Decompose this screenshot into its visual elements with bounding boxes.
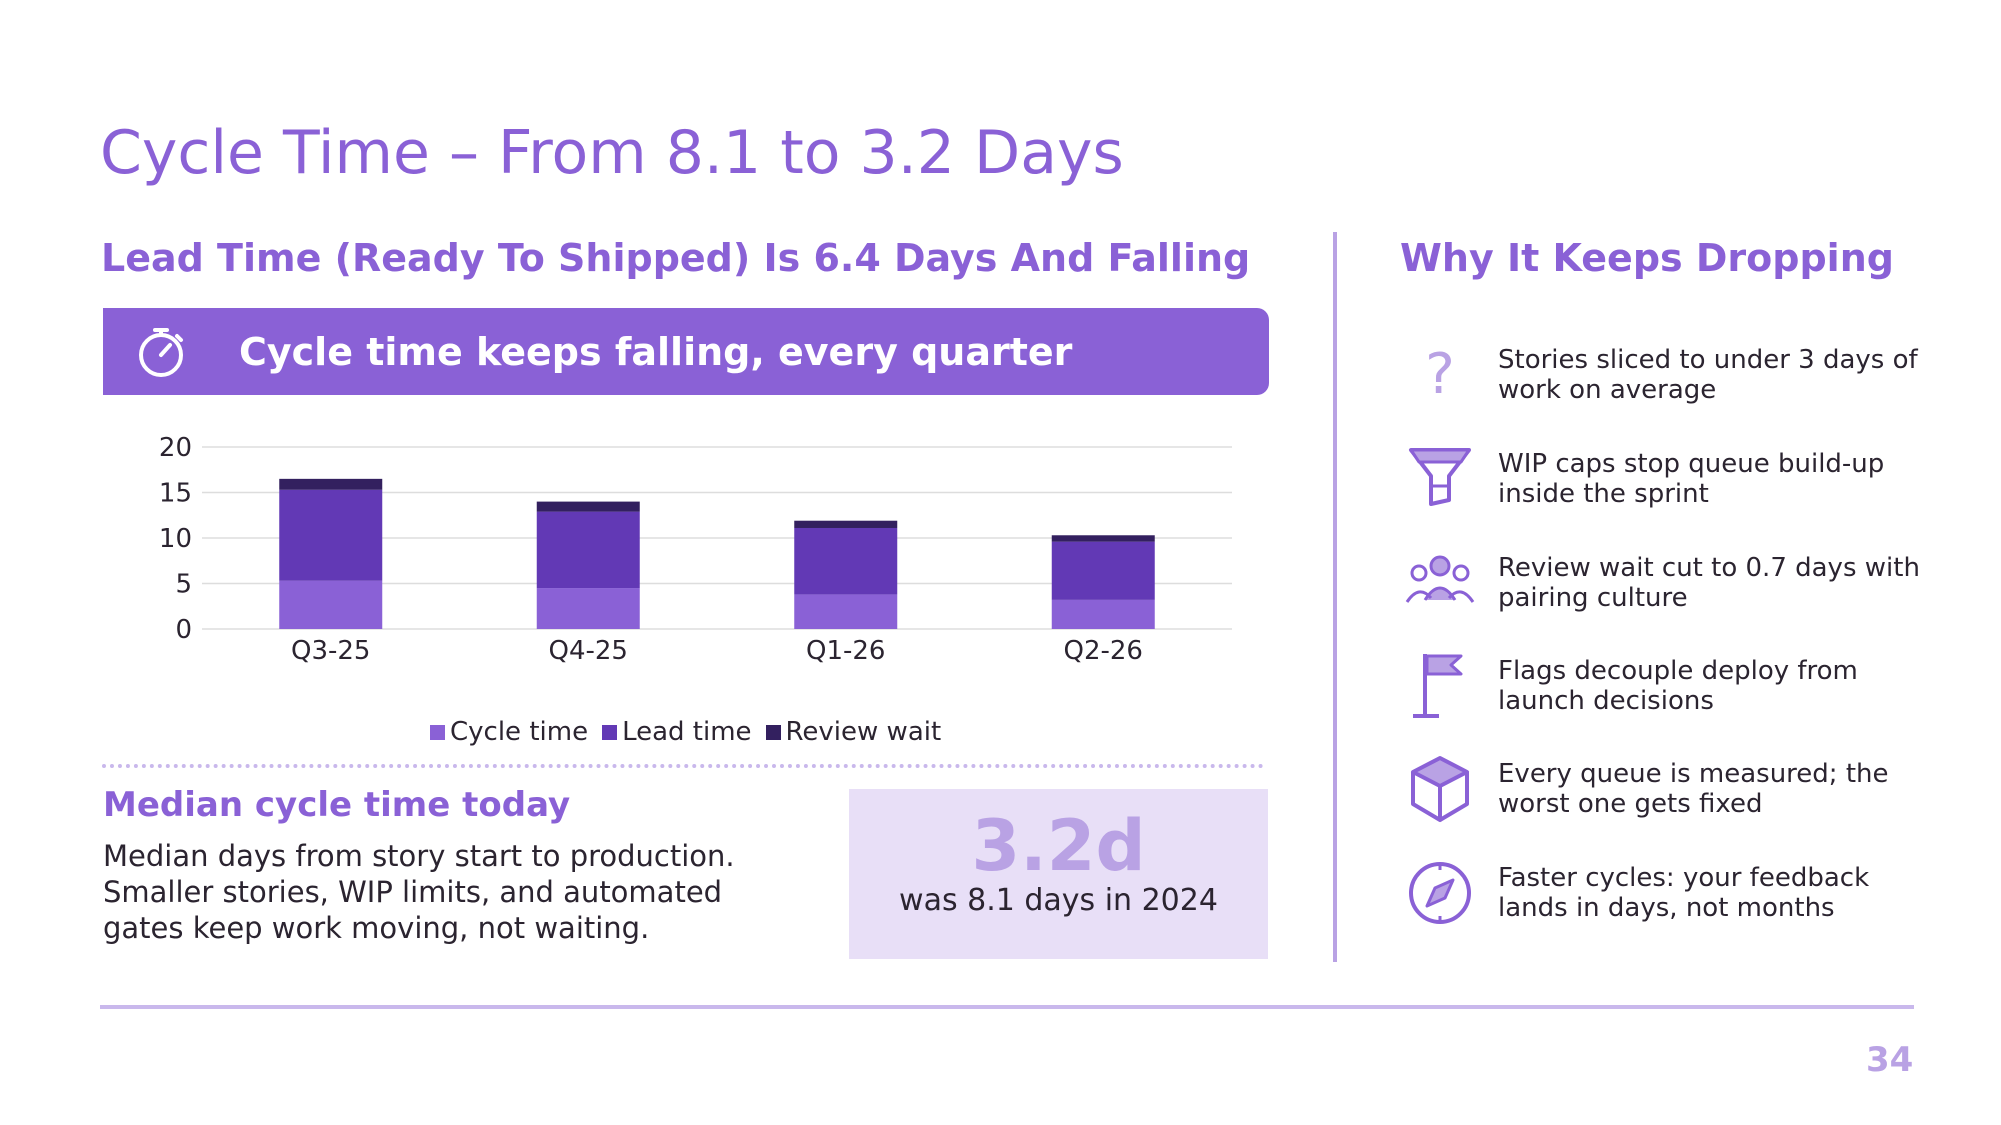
kpi-subtext: was 8.1 days in 2024 [899,883,1218,918]
svg-text:?: ? [1425,342,1455,407]
funnel-icon [1409,448,1471,506]
legend-swatch [430,724,445,740]
bar-segment [536,511,640,589]
banner-text: Cycle time keeps falling, every quarter [239,330,1073,374]
footer-rule [100,1005,1914,1009]
reason-text: WIP caps stop queue build-up inside the … [1498,449,1885,509]
flag-icon [1413,654,1463,718]
legend-label: Lead time [622,717,752,747]
stopwatch-icon [139,328,183,377]
reason-text: Flags decouple deploy from launch decisi… [1498,656,1858,716]
chart-banner: Cycle time keeps falling, every quarter [103,308,1269,395]
kpi-card: 3.2d was 8.1 days in 2024 [849,789,1268,959]
question-icon: ? [1425,342,1455,407]
bar-segment [279,478,383,490]
bar-segment [1051,535,1155,542]
legend-item: Lead time [602,717,752,747]
stacked-bar-chart: 0 5 10 15 20 Q3-25 Q4-25 Q1-26 Q2-26 [159,433,1232,666]
team-icon [1405,555,1475,603]
slide-title: Cycle Time – From 8.1 to 3.2 Days [100,118,1124,188]
bar-segment [536,501,640,512]
legend-swatch [602,724,618,740]
chart-legend: Cycle time Lead time Review wait [430,717,941,747]
bar-segment [794,594,898,629]
y-tick-label: 20 [159,433,192,463]
y-tick-label: 0 [175,615,192,645]
bar-segment [794,527,898,595]
legend-label: Review wait [785,717,942,747]
legend-item: Review wait [765,717,942,747]
kpi-value: 3.2d [971,805,1146,887]
cube-icon [1411,756,1469,822]
page-number: 34 [1866,1040,1914,1080]
dotted-divider [102,764,1264,768]
bar-segment [794,520,898,528]
median-heading: Median cycle time today [103,785,571,825]
x-tick-label: Q3-25 [291,636,370,666]
reason-text: Review wait cut to 0.7 days with pairing… [1498,553,1920,613]
bar-segment [279,580,383,629]
legend-swatch [765,724,781,740]
y-tick-label: 10 [159,524,192,554]
bar-segment [536,588,640,629]
y-tick-label: 15 [159,479,192,509]
left-heading: Lead Time (Ready To Shipped) Is 6.4 Days… [101,236,1251,280]
reason-text: Faster cycles: your feedback lands in da… [1498,863,1870,923]
compass-icon [1409,862,1471,924]
x-tick-label: Q1-26 [806,636,885,666]
median-description: Median days from story start to producti… [103,839,735,945]
x-tick-label: Q4-25 [549,636,628,666]
reason-text: Stories sliced to under 3 days of work o… [1498,345,1918,405]
bar-segment [1051,541,1155,600]
bar-segment [1051,599,1155,629]
right-heading: Why It Keeps Dropping [1400,236,1894,280]
x-tick-label: Q2-26 [1064,636,1143,666]
legend-item: Cycle time [430,717,588,747]
y-tick-label: 5 [175,570,192,600]
bar-segment [279,489,383,581]
vertical-divider [1333,232,1337,962]
reason-text: Every queue is measured; the worst one g… [1498,759,1889,819]
legend-label: Cycle time [450,717,589,747]
